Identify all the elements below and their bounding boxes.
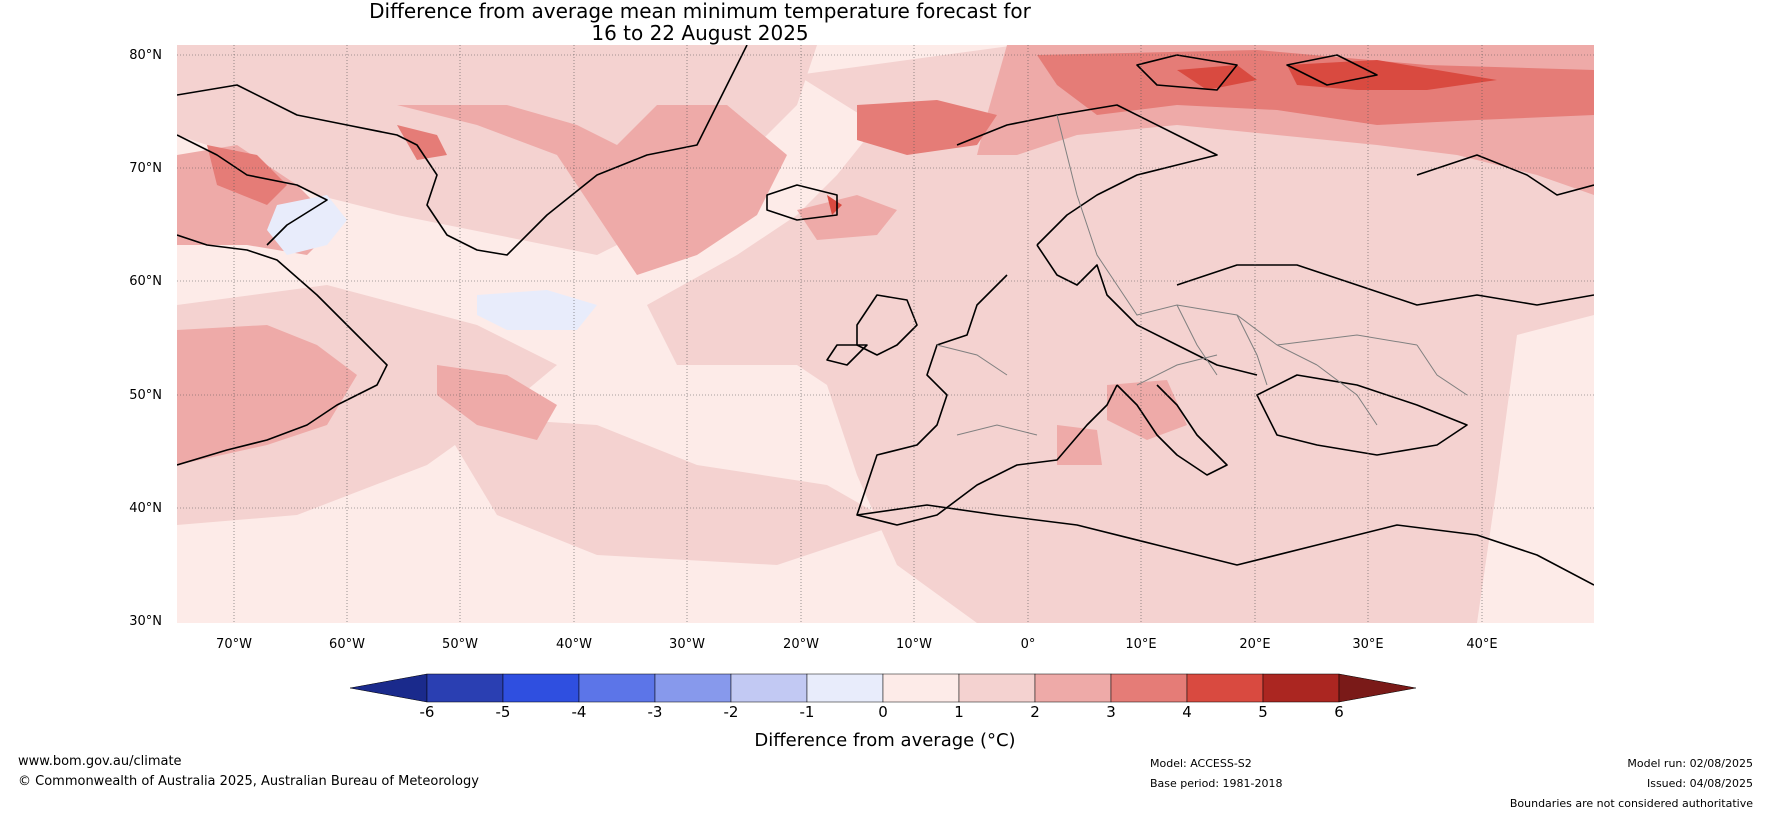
colorbar xyxy=(350,673,1417,703)
colorbar-tick-label: -1 xyxy=(799,703,815,721)
map-title-line1: Difference from average mean minimum tem… xyxy=(369,0,1031,23)
lat-label: 60°N xyxy=(129,274,162,289)
colorbar-segment xyxy=(502,673,580,703)
colorbar-segment xyxy=(806,673,884,703)
anomaly-negative-regions xyxy=(267,195,597,330)
website-text: www.bom.gov.au/climate xyxy=(18,754,182,769)
lon-label: 0° xyxy=(1020,637,1036,652)
lon-label: 10°W xyxy=(896,637,932,652)
copyright-text: © Commonwealth of Australia 2025, Austra… xyxy=(18,774,479,789)
lat-label: 70°N xyxy=(129,161,162,176)
lon-label: 20°E xyxy=(1239,637,1271,652)
lon-label: 70°W xyxy=(216,637,252,652)
lat-label: 40°N xyxy=(129,501,162,516)
colorbar-tick-label: 4 xyxy=(1182,703,1192,721)
colorbar-tick-label: 1 xyxy=(954,703,964,721)
colorbar-tick-label: -4 xyxy=(571,703,587,721)
colorbar-segment xyxy=(958,673,1036,703)
lon-label: 30°E xyxy=(1352,637,1384,652)
issued-text: Issued: 04/08/2025 xyxy=(1646,777,1753,790)
colorbar-segment xyxy=(1262,673,1340,703)
temperature-anomaly-map xyxy=(177,45,1594,623)
colorbar-segment xyxy=(730,673,808,703)
lon-label: 20°W xyxy=(783,637,819,652)
colorbar-segment xyxy=(1110,673,1188,703)
colorbar-tick-label: -5 xyxy=(495,703,511,721)
colorbar-segment xyxy=(578,673,656,703)
colorbar-tick-label: 6 xyxy=(1334,703,1344,721)
colorbar-extend-high xyxy=(1338,673,1417,703)
base-period-text: Base period: 1981-2018 xyxy=(1150,777,1283,790)
colorbar-tick-label: 0 xyxy=(878,703,888,721)
colorbar-segment xyxy=(654,673,732,703)
lon-label: 10°E xyxy=(1125,637,1157,652)
lon-label: 40°W xyxy=(556,637,592,652)
lat-label: 30°N xyxy=(129,614,162,629)
model-run-text: Model run: 02/08/2025 xyxy=(1627,757,1753,770)
colorbar-extend-low xyxy=(350,673,428,703)
colorbar-tick-label: 3 xyxy=(1106,703,1116,721)
graticule xyxy=(177,45,1594,623)
map-title-line2: 16 to 22 August 2025 xyxy=(591,21,809,45)
colorbar-tick-label: -2 xyxy=(723,703,739,721)
lon-label: 60°W xyxy=(329,637,365,652)
colorbar-segment xyxy=(882,673,960,703)
lat-label: 50°N xyxy=(129,388,162,403)
colorbar-segment xyxy=(426,673,504,703)
colorbar-segment xyxy=(1186,673,1264,703)
lon-label: 30°W xyxy=(669,637,705,652)
colorbar-tick-label: -6 xyxy=(419,703,435,721)
disclaimer-text: Boundaries are not considered authoritat… xyxy=(1509,797,1753,810)
colorbar-tick-label: 5 xyxy=(1258,703,1268,721)
lon-label: 50°W xyxy=(442,637,478,652)
lon-label: 40°E xyxy=(1466,637,1498,652)
colorbar-tick-label: -3 xyxy=(647,703,663,721)
colorbar-segment xyxy=(1034,673,1112,703)
lat-label: 80°N xyxy=(129,48,162,63)
colorbar-label: Difference from average (°C) xyxy=(754,730,1016,751)
model-text: Model: ACCESS-S2 xyxy=(1150,757,1252,770)
colorbar-tick-label: 2 xyxy=(1030,703,1040,721)
